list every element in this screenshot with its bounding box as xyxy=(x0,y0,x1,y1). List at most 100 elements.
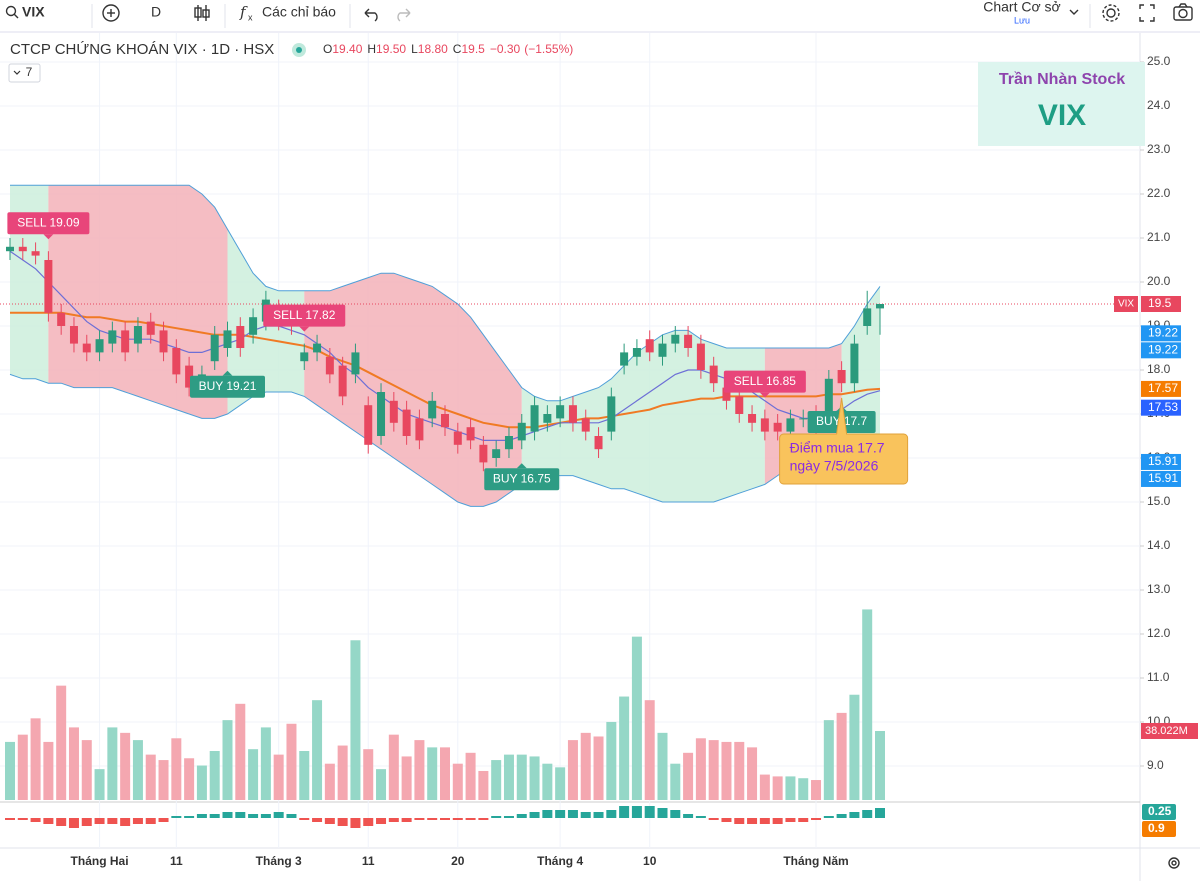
candle-body xyxy=(479,444,488,463)
save-status[interactable]: Lưu xyxy=(1014,15,1030,25)
candle-body xyxy=(300,352,309,362)
signal-box xyxy=(190,375,265,398)
legend-key: O xyxy=(323,42,332,56)
volume-bar xyxy=(747,747,758,800)
band-upper xyxy=(10,184,881,402)
volume-bar xyxy=(452,763,463,800)
y-tick-label: 12.0 xyxy=(1147,626,1171,640)
candle-body xyxy=(504,436,513,450)
macd-bar xyxy=(542,810,553,818)
signal-label: SELL 16.85 xyxy=(723,370,806,398)
volume-bar xyxy=(401,756,412,800)
settings-button[interactable] xyxy=(1102,4,1120,22)
symbol-search[interactable]: VIX xyxy=(5,4,46,20)
fullscreen-button[interactable] xyxy=(1139,4,1155,22)
redo-button[interactable] xyxy=(397,8,411,22)
macd-bar xyxy=(184,816,195,818)
x-tick-label: 11 xyxy=(362,854,375,868)
macd-bar xyxy=(30,818,41,822)
undo-button[interactable] xyxy=(365,12,378,22)
candle-body xyxy=(466,427,475,441)
candle-body xyxy=(722,387,731,401)
legend-change: −0.30 xyxy=(490,42,521,56)
chart-title: CTCP CHỨNG KHOÁN VIX · 1D · HSX xyxy=(10,41,274,58)
layout-menu[interactable] xyxy=(1069,9,1079,15)
macd-bar xyxy=(363,818,374,826)
fx-icon[interactable]: x xyxy=(248,12,253,22)
candle-body xyxy=(517,422,526,441)
macd-bar xyxy=(747,818,758,824)
callout-text: ngày 7/5/2026 xyxy=(790,458,879,474)
volume-bar xyxy=(260,727,271,800)
macd-bar xyxy=(324,818,335,824)
macd-bar xyxy=(120,818,131,826)
indicators-button[interactable]: Các chỉ báo xyxy=(262,4,336,20)
candle-body xyxy=(581,418,590,432)
candle-body xyxy=(760,418,769,432)
fx-icon[interactable]: f xyxy=(239,3,248,21)
chart-type-button[interactable] xyxy=(194,5,210,21)
macd-bar xyxy=(273,812,284,818)
macd-bar xyxy=(529,812,540,818)
volume-bar xyxy=(683,752,694,800)
settings-corner[interactable] xyxy=(1168,857,1180,869)
y-tick-label: 14.0 xyxy=(1147,538,1171,552)
candle-body xyxy=(709,365,718,384)
candle-body xyxy=(773,422,782,432)
y-tick-label: 21.0 xyxy=(1147,230,1171,244)
signal-label: BUY 19.21 xyxy=(190,370,265,398)
volume-bar xyxy=(478,770,489,800)
candle-body xyxy=(799,418,808,420)
macd-bar xyxy=(836,814,847,818)
interval[interactable]: D xyxy=(151,4,161,20)
signal-pointer xyxy=(299,326,310,332)
undo-arrow[interactable] xyxy=(364,8,370,18)
volume-bar xyxy=(299,750,310,800)
candle-body xyxy=(645,339,654,353)
volume-bar xyxy=(657,732,668,800)
last-price-name: VIX xyxy=(1118,299,1134,310)
volume-bar xyxy=(56,685,67,800)
volume-bar xyxy=(209,750,220,800)
price-badge xyxy=(1141,325,1181,342)
visibility-dot[interactable] xyxy=(296,47,302,53)
candle-body xyxy=(824,378,833,423)
volume-bar xyxy=(414,740,425,800)
volume-bar xyxy=(312,700,323,800)
watermark-symbol: VIX xyxy=(1038,99,1086,132)
volume-bar xyxy=(171,738,182,800)
compare-button[interactable] xyxy=(102,4,120,22)
macd-bar xyxy=(299,818,310,820)
macd-bar xyxy=(567,810,578,818)
macd-bar xyxy=(465,818,476,820)
band-fill xyxy=(10,185,49,384)
legend-value: 19.5 xyxy=(461,42,485,56)
volume-bar xyxy=(798,778,809,800)
x-tick-label: 20 xyxy=(451,854,465,868)
volume-bar xyxy=(529,756,540,800)
macd-badge-value: 0.9 xyxy=(1148,821,1165,835)
volume-bar xyxy=(120,732,131,800)
legend-key: L xyxy=(411,42,418,56)
volume-bar xyxy=(286,723,297,800)
signal-box xyxy=(484,468,560,491)
signal-pointer xyxy=(43,234,54,240)
macd-bar xyxy=(350,818,361,828)
volume-bar xyxy=(196,765,207,800)
candle-body xyxy=(530,405,539,432)
layout-name[interactable]: Chart Cơ sở xyxy=(983,0,1061,15)
indicator-toggle[interactable]: 7 xyxy=(8,63,41,83)
candle-body xyxy=(82,343,91,353)
symbol[interactable]: VIX xyxy=(22,4,45,20)
macd-bar xyxy=(68,818,79,828)
candle-body xyxy=(568,405,577,423)
macd-bar xyxy=(132,818,143,824)
candle-body xyxy=(351,352,360,375)
x-tick-label: Tháng 4 xyxy=(537,854,583,868)
signal-pointer xyxy=(222,370,233,376)
snapshot-button[interactable] xyxy=(1173,3,1193,21)
volume-bar xyxy=(811,780,822,800)
volume-bar xyxy=(388,734,399,800)
indicator-count[interactable]: 7 xyxy=(26,65,33,79)
